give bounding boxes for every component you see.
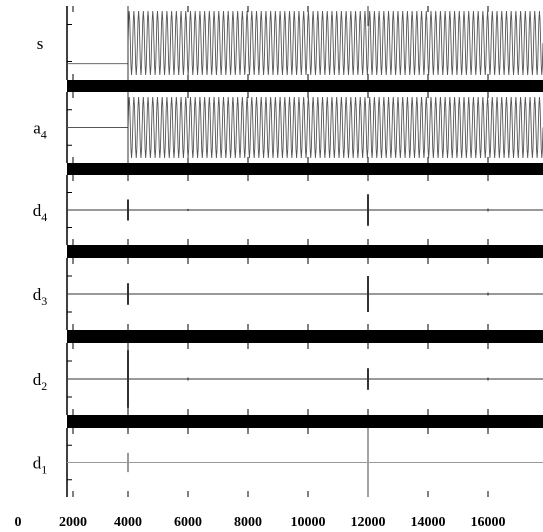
panel-3-label: d4 bbox=[33, 201, 48, 224]
x-tick-label-2000: 2000 bbox=[59, 515, 87, 530]
x-tick-label-4000: 4000 bbox=[114, 515, 142, 530]
panel-2-label: a4 bbox=[33, 119, 47, 142]
separator-band-2 bbox=[67, 163, 543, 175]
separator-band-3 bbox=[67, 245, 543, 258]
x-tick-label-14000: 14000 bbox=[411, 515, 446, 530]
panel-2-signal bbox=[67, 96, 543, 159]
panel-4-label-subscript: 3 bbox=[41, 294, 47, 308]
separator-band-4 bbox=[67, 330, 543, 343]
separator-band-1 bbox=[67, 80, 543, 92]
panel-6-label: d1 bbox=[33, 454, 48, 477]
x-tick-label-12000: 12000 bbox=[351, 515, 386, 530]
panel-4-label: d3 bbox=[33, 285, 48, 308]
x-tick-label-8000: 8000 bbox=[234, 515, 262, 530]
panel-1-signal bbox=[67, 10, 543, 76]
x-tick-label-16000: 16000 bbox=[471, 515, 506, 530]
x-tick-label-10000: 10000 bbox=[291, 515, 326, 530]
panel-1-label: s bbox=[37, 34, 44, 53]
panel-5-label-subscript: 2 bbox=[41, 379, 47, 393]
separator-band-5 bbox=[67, 415, 543, 428]
x-tick-label-0: 0 bbox=[15, 515, 22, 530]
panel-3-label-subscript: 4 bbox=[41, 210, 47, 224]
panel-6-label-subscript: 1 bbox=[41, 463, 47, 477]
panel-5-label: d2 bbox=[33, 370, 48, 393]
panel-2-label-subscript: 4 bbox=[41, 128, 47, 142]
x-tick-label-6000: 6000 bbox=[174, 515, 202, 530]
